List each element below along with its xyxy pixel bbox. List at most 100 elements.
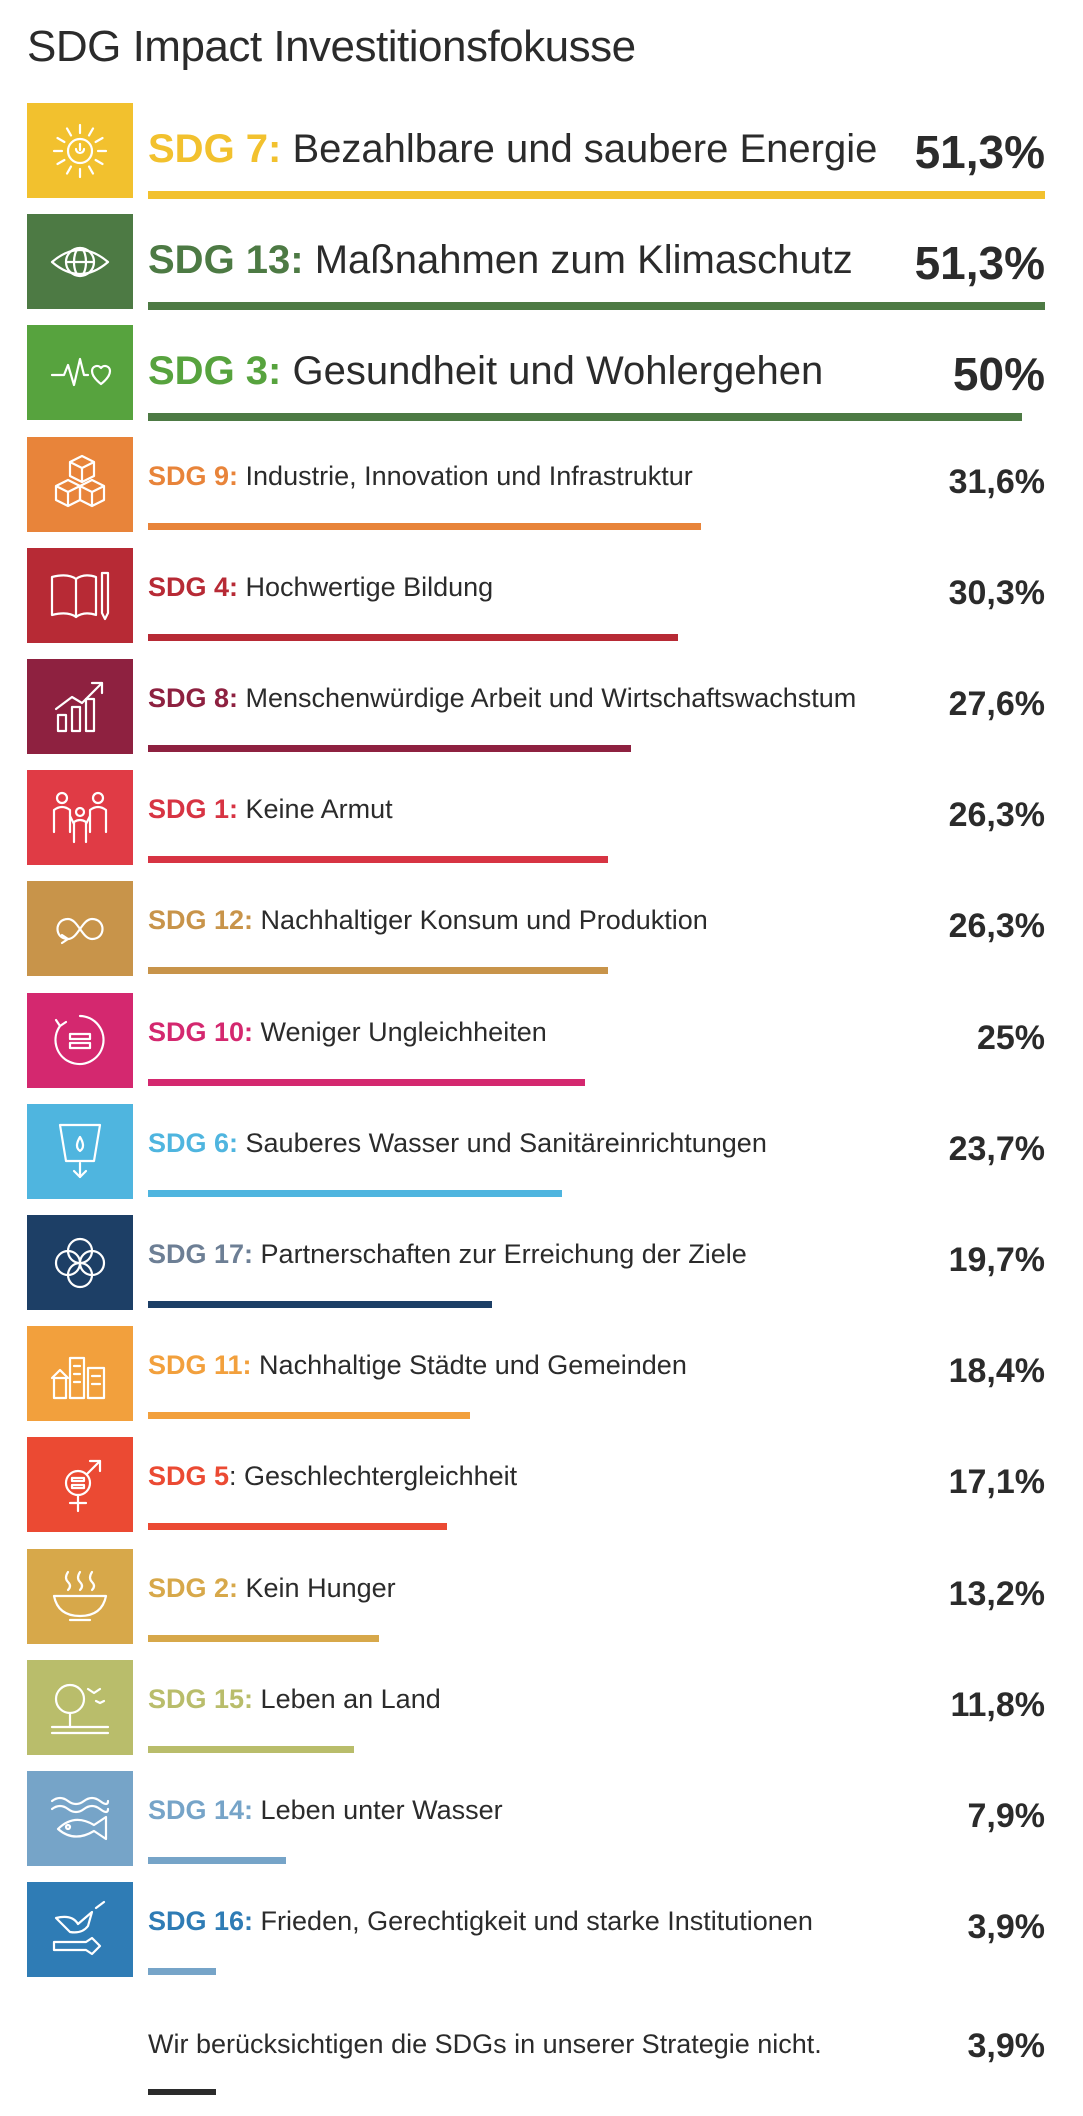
note-bar (148, 2089, 216, 2096)
sdg-row: SDG 7: Bezahlbare und saubere Energie 51,… (0, 103, 1083, 203)
sdg-name: Kein Hunger (238, 1572, 396, 1603)
sdg-percent: 13,2% (948, 1574, 1045, 1613)
sdg-name: Gesundheit und Wohlergehen (281, 349, 824, 394)
sdg-label: SDG 11: Nachhaltige Städte und Gemeinden (148, 1350, 687, 1381)
sdg-percent: 23,7% (948, 1129, 1045, 1168)
sdg-row: SDG 8: Menschenwürdige Arbeit und Wirtsc… (0, 659, 1083, 759)
sdg-name: Keine Armut (238, 794, 393, 825)
sdg-code: SDG 2: (148, 1572, 239, 1603)
sdg-code: SDG 17: (148, 1239, 254, 1269)
city-icon (27, 1326, 133, 1422)
sdg-name: Maßnahmen zum Klimaschutz (303, 238, 853, 283)
sdg-label: SDG 15: Leben an Land (148, 1684, 441, 1715)
sdg-bar (148, 745, 631, 752)
sdg-bar (148, 522, 701, 530)
sdg-code: SDG 7: (148, 127, 282, 171)
sdg-percent: 27,6% (948, 685, 1045, 723)
sdg-label: SDG 13: Maßnahmen zum Klimaschutz (148, 238, 853, 283)
sdg-row: SDG 6: Sauberes Wasser und Sanitäreinric… (0, 1103, 1083, 1204)
sdg-code: SDG 8: (148, 683, 239, 713)
sdg-name: Sauberes Wasser und Sanitäreinrichtungen (238, 1127, 767, 1158)
sdg-bar (148, 1078, 585, 1086)
sdg-row: SDG 3: Gesundheit und Wohlergehen 50% (0, 325, 1083, 425)
sdg-label: SDG 4: Hochwertige Bildung (148, 572, 493, 603)
sdg-name: Nachhaltiger Konsum und Produktion (253, 905, 708, 936)
sdg-bar (148, 1523, 447, 1531)
sdg-code: SDG 9: (148, 460, 239, 491)
sdg-code: SDG 3: (148, 349, 282, 394)
sdg-row: SDG 17: Partnerschaften zur Erreichung d… (0, 1215, 1083, 1315)
sdg-name: Weniger Ungleichheiten (253, 1016, 547, 1047)
sun-icon (27, 103, 133, 198)
sdg-percent: 17,1% (948, 1463, 1045, 1502)
sdg-code: SDG 15: (148, 1683, 254, 1714)
cubes-icon (27, 436, 133, 532)
sdg-name: : Geschlechtergleichheit (229, 1461, 518, 1492)
chart-title: SDG Impact Investitionsfokusse (27, 22, 636, 71)
note-percent: 3,9% (967, 2027, 1046, 2066)
sdg-bar (148, 413, 1022, 422)
book-pencil-icon (27, 547, 133, 643)
sdg-percent: 30,3% (948, 573, 1045, 612)
sdg-row: SDG 15: Leben an Land 11,8% (0, 1659, 1083, 1760)
sdg-code: SDG 10: (148, 1016, 254, 1047)
sdg-bar (148, 1634, 379, 1642)
sdg-code: SDG 12: (148, 905, 254, 936)
sdg-row: SDG 2: Kein Hunger 13,2% (0, 1548, 1083, 1649)
sdg-code: SDG 16: (148, 1906, 254, 1937)
sdg-label: SDG 3: Gesundheit und Wohlergehen (148, 349, 823, 394)
sdg-name: Menschenwürdige Arbeit und Wirtschaftswa… (238, 683, 857, 713)
sdg-percent: 51,3% (914, 237, 1045, 290)
equality-icon (27, 992, 133, 1088)
gender-icon (27, 1437, 133, 1533)
sdg-name: Nachhaltige Städte und Gemeinden (251, 1350, 687, 1381)
sdg-name: Leben unter Wasser (253, 1795, 503, 1825)
sdg-name: Bezahlbare und saubere Energie (281, 127, 878, 171)
sdg-label: SDG 5: Geschlechtergleichheit (148, 1461, 517, 1492)
sdg-percent: 18,4% (948, 1352, 1045, 1391)
sdg-name: Hochwertige Bildung (238, 571, 494, 602)
sdg-label: SDG 14: Leben unter Wasser (148, 1795, 503, 1826)
sdg-bar (148, 302, 1045, 311)
globe-eye-icon (27, 214, 133, 310)
sdg-code: SDG 13: (148, 238, 304, 283)
sdg-bar (148, 191, 1045, 199)
note-label: Wir berücksichtigen die SDGs in unserer … (148, 2029, 822, 2060)
sdg-percent: 25% (976, 1018, 1045, 1057)
growth-chart-icon (27, 659, 133, 754)
sdg-code: SDG 14: (148, 1795, 254, 1825)
sdg-bar (148, 856, 608, 864)
sdg-row: SDG 4: Hochwertige Bildung 30,3% (0, 547, 1083, 648)
sdg-row: SDG 12: Nachhaltiger Konsum und Produkti… (0, 881, 1083, 981)
sdg-row: SDG 14: Leben unter Wasser 7,9% (0, 1771, 1083, 1871)
sdg-code: SDG 4: (148, 571, 239, 602)
fish-icon (27, 1771, 133, 1866)
tree-bird-icon (27, 1659, 133, 1755)
sdg-label: SDG 2: Kein Hunger (148, 1573, 396, 1604)
sdg-percent: 26,3% (948, 796, 1045, 835)
sdg-name: Frieden, Gerechtigkeit und starke Instit… (253, 1906, 813, 1937)
sdg-bar (148, 1745, 354, 1753)
infinity-icon (27, 881, 133, 977)
sdg-label: SDG 9: Industrie, Innovation und Infrast… (148, 461, 693, 492)
sdg-code: SDG 1: (148, 794, 239, 825)
sdg-code: SDG 6: (148, 1127, 239, 1158)
sdg-bar (148, 1189, 562, 1197)
sdg-label: SDG 17: Partnerschaften zur Erreichung d… (148, 1239, 747, 1270)
sdg-bar (148, 633, 678, 641)
sdg-row: SDG 13: Maßnahmen zum Klimaschutz 51,3% (0, 214, 1083, 314)
sdg-label: SDG 10: Weniger Ungleichheiten (148, 1017, 547, 1048)
sdg-bar (148, 1301, 492, 1308)
family-icon (27, 770, 133, 866)
heartbeat-icon (27, 325, 133, 421)
note-row: Wir berücksichtigen die SDGs in unserer … (0, 1993, 1083, 2103)
sdg-label: SDG 12: Nachhaltiger Konsum und Produkti… (148, 905, 708, 936)
sdg-row: SDG 9: Industrie, Innovation und Infrast… (0, 436, 1083, 537)
sdg-percent: 50% (952, 348, 1045, 401)
sdg-bar (148, 967, 608, 975)
sdg-label: SDG 16: Frieden, Gerechtigkeit und stark… (148, 1906, 813, 1937)
dove-gavel-icon (27, 1882, 133, 1978)
sdg-percent: 19,7% (948, 1241, 1045, 1279)
sdg-percent: 7,9% (967, 1797, 1046, 1835)
